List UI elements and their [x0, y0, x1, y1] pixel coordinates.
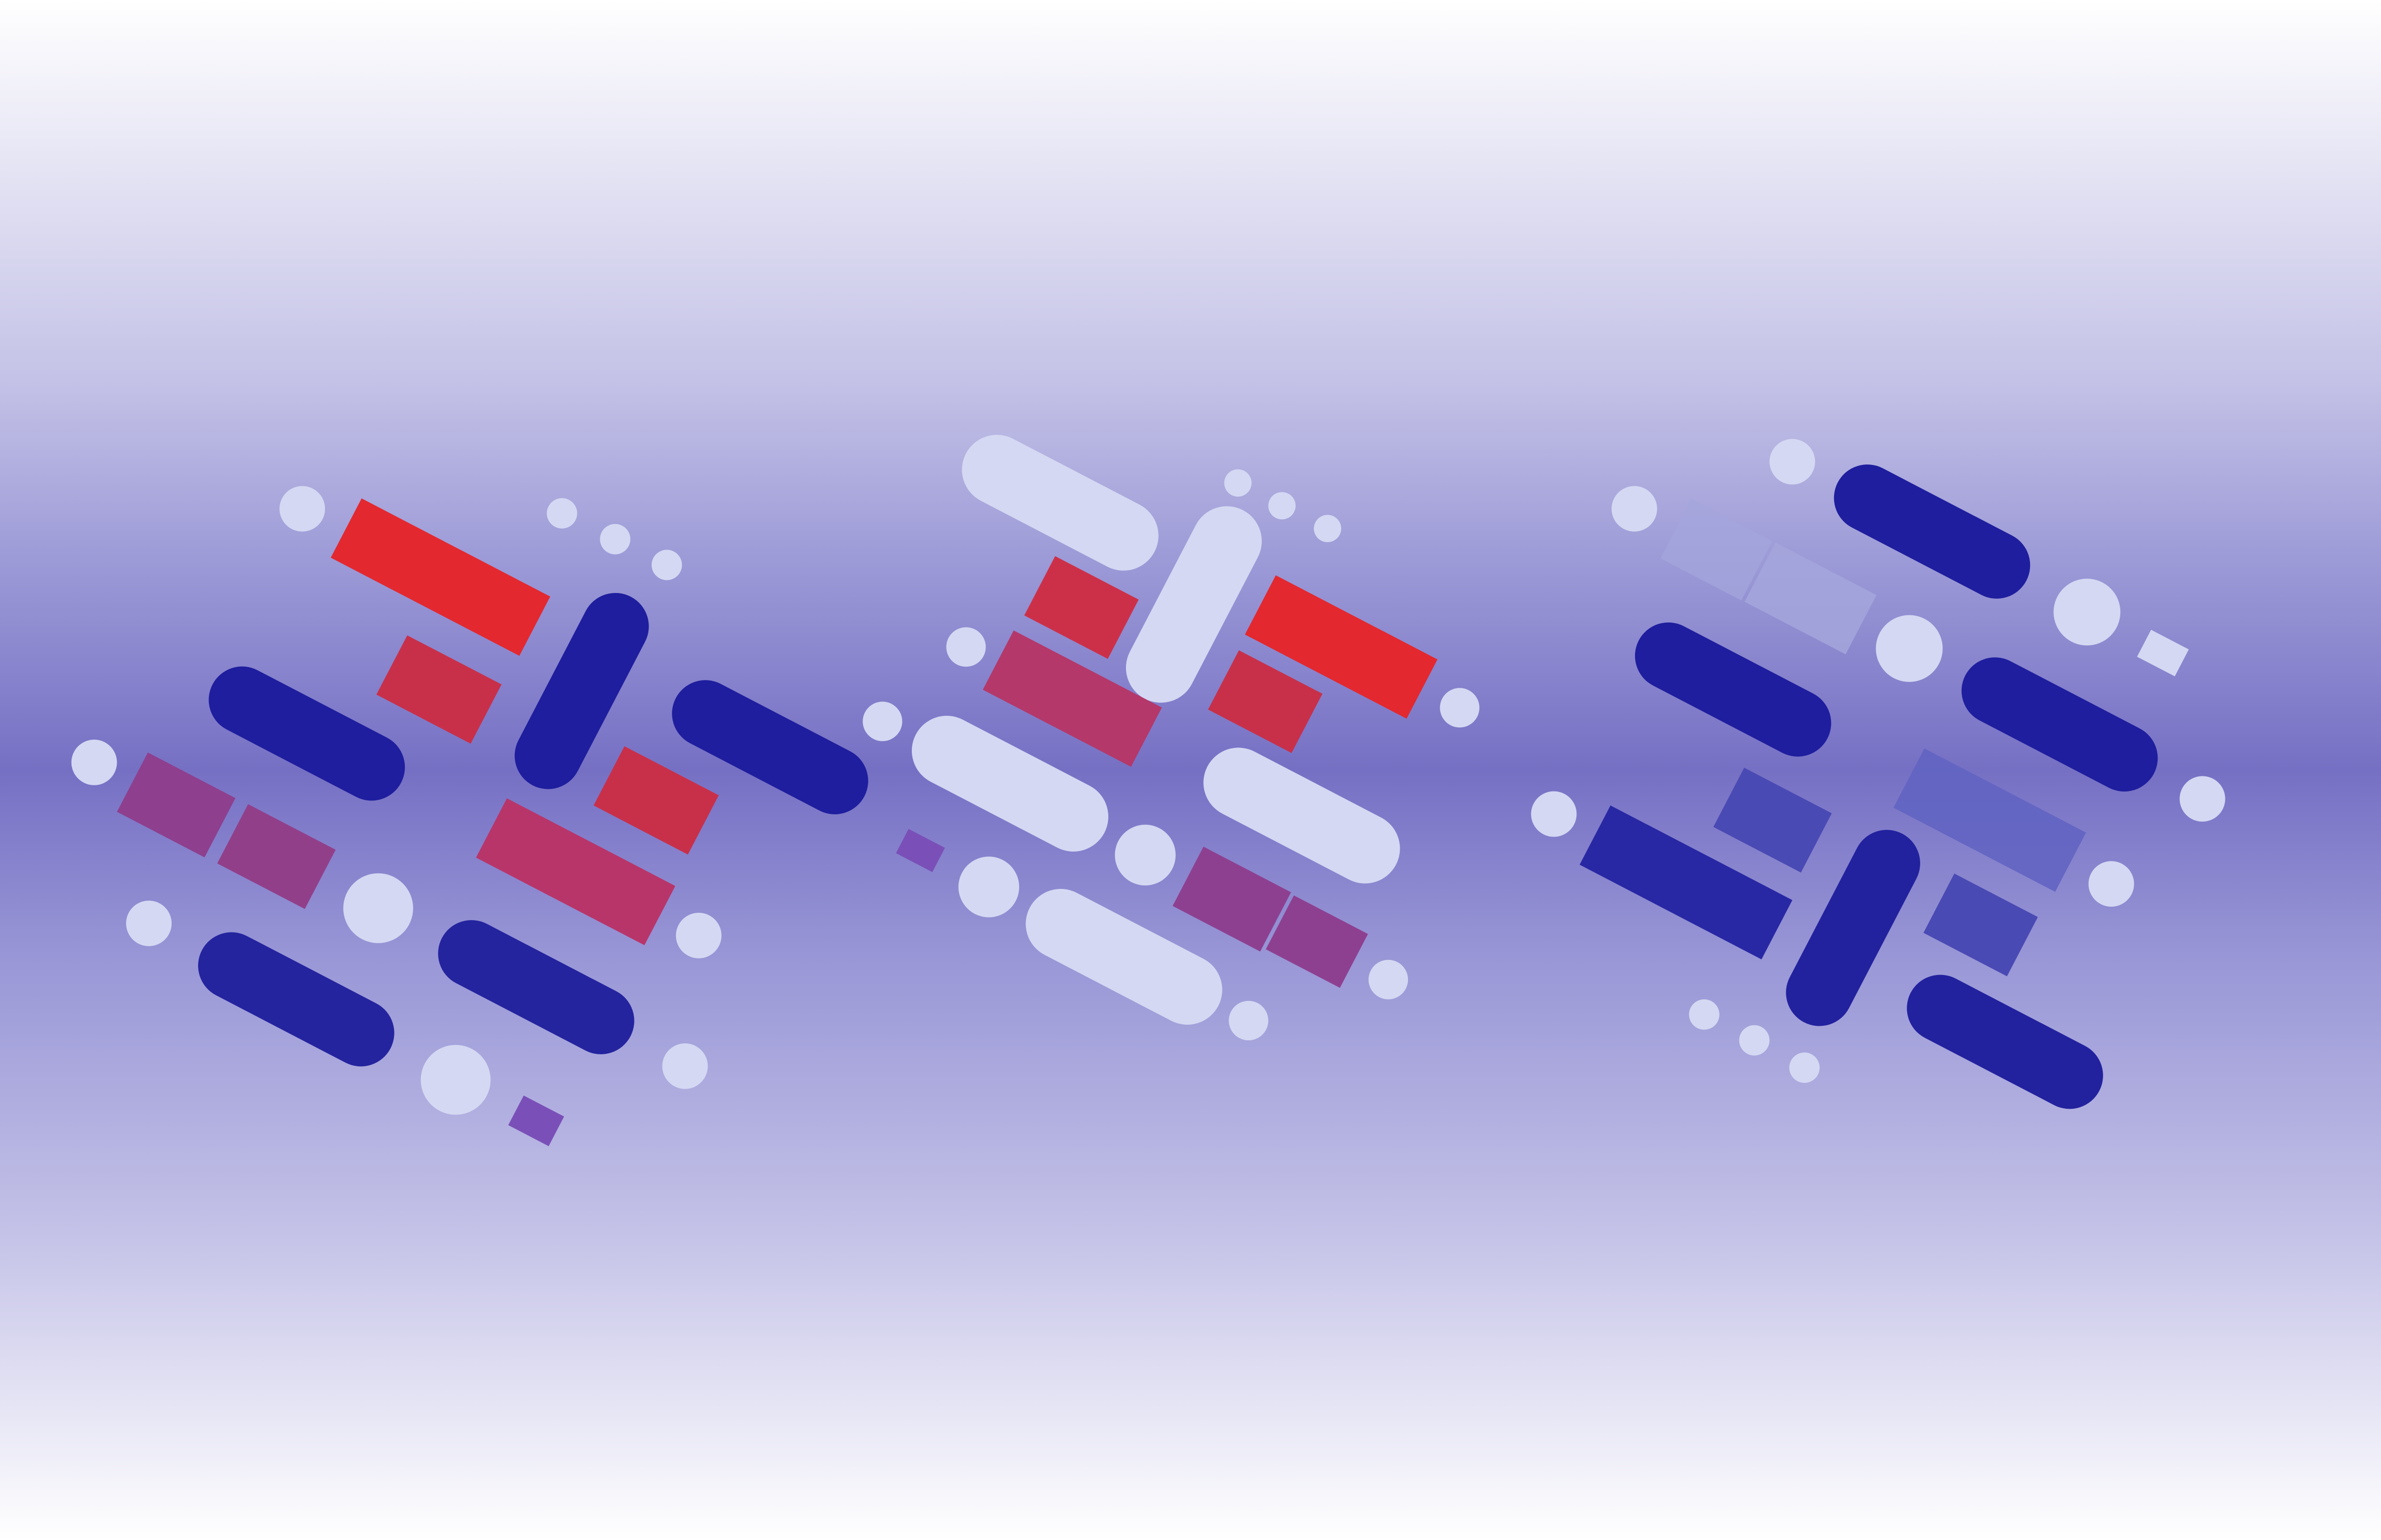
bar-shape-12	[331, 498, 551, 656]
dot-shape-7	[126, 900, 172, 946]
dot-shape-32	[1229, 1000, 1269, 1041]
dot-shape-53	[1739, 1025, 1770, 1056]
dot-shape-24	[1224, 469, 1252, 497]
bar-shape-18	[508, 1095, 565, 1147]
pill-shape-66	[1907, 974, 2103, 1109]
dot-shape-3	[600, 524, 630, 555]
bar-shape-15	[476, 798, 675, 945]
pill-shape-22	[198, 932, 395, 1067]
dot-shape-9	[675, 912, 722, 958]
dot-shape-25	[1268, 492, 1296, 520]
bar-shape-41	[982, 630, 1162, 767]
bar-shape-58	[1713, 768, 1832, 873]
pill-shape-62	[1834, 464, 2031, 599]
dot-shape-48	[1876, 615, 1943, 682]
dot-shape-46	[1611, 486, 1657, 532]
bar-shape-40	[1208, 650, 1323, 753]
dot-shape-51	[2088, 861, 2134, 907]
dot-shape-30	[958, 856, 1020, 917]
dot-shape-26	[1314, 515, 1342, 543]
dot-shape-49	[2179, 776, 2225, 822]
bar-shape-61	[1923, 873, 2038, 977]
pill-shape-65	[1786, 830, 1921, 1026]
dot-shape-29	[1115, 824, 1176, 886]
dot-shape-8	[343, 873, 413, 943]
dot-shape-4	[651, 549, 682, 581]
dot-shape-52	[1689, 999, 1720, 1030]
bar-shape-14	[594, 746, 719, 855]
pill-shape-35	[911, 715, 1108, 852]
dot-shape-11	[662, 1043, 708, 1089]
dot-shape-47	[2053, 578, 2121, 646]
bar-shape-44	[896, 829, 945, 872]
pill-shape-37	[1025, 888, 1222, 1025]
pill-shape-20	[514, 592, 649, 789]
bar-shape-13	[376, 635, 502, 744]
bar-shape-55	[1660, 499, 1772, 601]
dot-shape-54	[1789, 1052, 1820, 1083]
bar-shape-17	[217, 804, 336, 909]
pill-shape-21	[672, 680, 868, 814]
pill-shape-64	[1961, 657, 2158, 792]
bar-shape-59	[1580, 805, 1793, 959]
bar-shape-60	[1893, 748, 2087, 892]
pill-shape-36	[1203, 747, 1400, 884]
bar-shape-43	[1265, 895, 1368, 988]
bar-shape-39	[1245, 575, 1438, 719]
bar-shape-42	[1173, 846, 1291, 952]
pill-shape-19	[208, 666, 405, 801]
dot-shape-6	[863, 701, 903, 741]
dot-shape-28	[1440, 688, 1480, 728]
dot-shape-1	[279, 486, 326, 532]
pill-shape-23	[438, 920, 635, 1054]
bar-shape-56	[1744, 542, 1877, 655]
pill-shape-63	[1635, 622, 1831, 757]
dot-shape-31	[1368, 959, 1408, 999]
pill-shape-33	[962, 434, 1159, 571]
dot-shape-2	[546, 498, 577, 529]
bar-shape-38	[1024, 556, 1139, 659]
dot-shape-50	[1531, 791, 1577, 837]
pill-shape-34	[1126, 506, 1262, 703]
dot-shape-27	[946, 627, 986, 667]
dot-shape-10	[420, 1044, 491, 1115]
dot-shape-45	[1769, 439, 1815, 485]
dot-shape-5	[71, 739, 117, 785]
bar-shape-57	[2137, 629, 2189, 676]
bar-shape-16	[117, 752, 236, 858]
